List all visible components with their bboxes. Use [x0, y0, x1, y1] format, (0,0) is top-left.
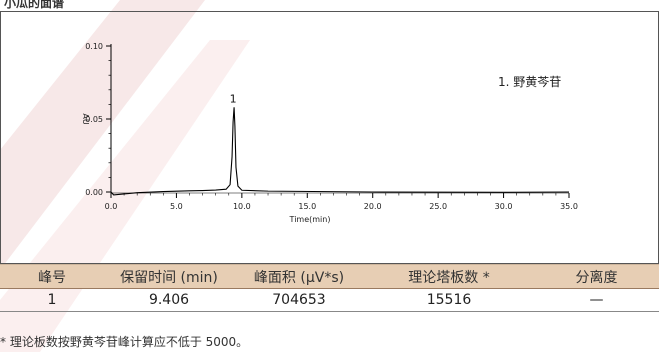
x-axis-label: Time(min): [289, 215, 331, 224]
y-tick-label: 0.10: [85, 42, 103, 51]
x-tick-label: 10.0: [233, 202, 251, 211]
y-tick-label: 0.00: [85, 188, 103, 197]
table-row: 1 9.406 704653 15516 —: [0, 288, 659, 312]
chromatogram-chart: 0.00 0.05 0.10 0.0 5.0 10.0 15.0 20.0 25.0 30.0 35…: [81, 42, 578, 224]
header-resolution: 分离度: [534, 264, 659, 289]
cell-resolution: —: [534, 288, 659, 312]
x-tick-label: 20.0: [364, 202, 382, 211]
x-tick-label: 5.0: [170, 202, 183, 211]
x-tick-label: 30.0: [495, 202, 513, 211]
x-tick-label: 25.0: [429, 202, 447, 211]
cell-retention-time: 9.406: [104, 288, 234, 312]
x-tick-label: 0.0: [105, 202, 118, 211]
header-peak-area: 峰面积 (µV*s): [234, 264, 364, 289]
legend-compound: 1. 野黄芩苷: [498, 75, 561, 89]
results-table-wrap: 峰号 保留时间 (min) 峰面积 (µV*s) 理论塔板数 * 分离度 1 9…: [0, 264, 659, 312]
header-theoretical-plates: 理论塔板数 *: [364, 264, 534, 289]
x-tick-label: 35.0: [560, 202, 578, 211]
chromatogram-trace: [110, 107, 570, 196]
cell-theoretical-plates: 15516: [364, 288, 534, 312]
page-title: 小瓜的面谱: [4, 0, 65, 10]
x-tick-label: 15.0: [298, 202, 316, 211]
y-axis-label: AU: [81, 113, 90, 124]
cell-peak-no: 1: [0, 288, 104, 312]
chromatogram-panel: 0.00 0.05 0.10 0.0 5.0 10.0 15.0 20.0 25.0 30.0 35…: [0, 11, 659, 264]
results-table: 峰号 保留时间 (min) 峰面积 (µV*s) 理论塔板数 * 分离度 1 9…: [0, 264, 659, 312]
footnote: * 理论板数按野黄芩苷峰计算应不低于 5000。: [0, 335, 249, 349]
table-header-row: 峰号 保留时间 (min) 峰面积 (µV*s) 理论塔板数 * 分离度: [0, 264, 659, 289]
y-tick-label: 0.05: [85, 115, 103, 124]
cell-peak-area: 704653: [234, 288, 364, 312]
header-retention-time: 保留时间 (min): [104, 264, 234, 289]
peak-label: 1: [230, 92, 237, 105]
header-peak-no: 峰号: [0, 264, 104, 289]
